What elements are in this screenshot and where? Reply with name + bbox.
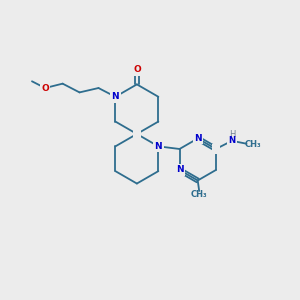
Text: N: N [176,166,183,175]
Text: O: O [41,83,49,92]
Text: N: N [112,92,119,101]
Text: N: N [194,134,202,143]
Text: N: N [154,142,162,151]
Text: O: O [133,65,141,74]
Text: H: H [229,130,235,139]
Text: CH₃: CH₃ [244,140,261,149]
Text: N: N [228,136,236,145]
Text: CH₃: CH₃ [191,190,208,199]
